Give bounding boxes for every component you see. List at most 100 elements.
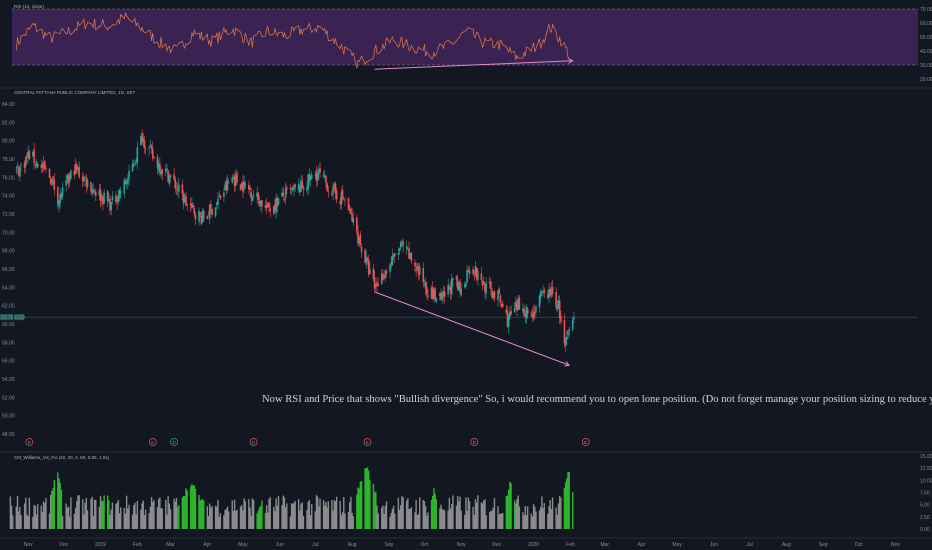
candle-body <box>234 174 237 186</box>
candle-body <box>173 174 175 180</box>
candle-body <box>514 303 517 308</box>
candle-body <box>442 290 445 296</box>
vixfix-bar <box>560 497 562 529</box>
time-axis-label: Mar <box>166 542 175 548</box>
vixfix-bar <box>84 502 86 529</box>
vixfix-bar <box>260 506 262 529</box>
last-price-value: 60.75 <box>1 315 14 321</box>
candle-body <box>240 183 243 190</box>
candle-body <box>347 198 350 210</box>
candle-body <box>550 288 553 295</box>
vixfix-bar <box>408 509 410 529</box>
candle-body <box>333 184 336 186</box>
vixfix-bar <box>12 515 14 529</box>
rsi-tick-label: 60.00 <box>920 21 932 27</box>
candle-body <box>374 284 377 287</box>
candle-body <box>391 255 394 266</box>
vixfix-bar <box>369 479 371 529</box>
candle-body <box>398 248 401 252</box>
candle-body <box>23 163 26 168</box>
vixfix-tick-label: 5.00 <box>920 503 930 509</box>
vixfix-bar <box>532 504 535 529</box>
candle-body <box>77 168 79 170</box>
candle-body <box>393 253 396 257</box>
candle-body <box>384 270 387 278</box>
price-tick-label: 82.00 <box>2 120 15 126</box>
vixfix-bar <box>526 506 529 529</box>
vixfix-bar <box>522 512 524 529</box>
candle-body <box>276 197 279 207</box>
price-tick-label: 74.00 <box>2 194 15 200</box>
candle-body <box>530 312 533 314</box>
candle-body <box>450 278 453 295</box>
vixfix-tick-label: 7.50 <box>920 491 930 497</box>
vixfix-bar <box>424 506 427 529</box>
candle-body <box>407 248 409 250</box>
vixfix-bar <box>252 499 255 529</box>
candle-body <box>223 192 225 198</box>
candle-body <box>159 163 161 173</box>
event-marker-label: E <box>151 440 154 445</box>
candle-body <box>542 290 544 292</box>
candle-body <box>206 216 209 220</box>
rsi-divergence-line <box>374 60 573 70</box>
vixfix-bar <box>93 499 96 529</box>
rsi-tick-label: 30.00 <box>920 63 932 69</box>
candle-body <box>314 175 317 176</box>
vixfix-bar <box>174 501 176 529</box>
candle-body <box>491 290 493 297</box>
candle-body <box>500 304 503 306</box>
vixfix-bar <box>385 501 388 529</box>
time-axis-label: May <box>238 542 248 548</box>
vixfix-bar <box>249 507 251 529</box>
candle-body <box>109 198 111 211</box>
vixfix-bar <box>19 506 21 529</box>
vixfix-bar <box>340 515 343 529</box>
candle-body <box>477 271 479 281</box>
candle-body <box>301 181 304 188</box>
rsi-title: RSI (14, close) <box>14 4 44 9</box>
candle-body <box>402 241 404 247</box>
vixfix-bar <box>525 514 528 529</box>
candle-body <box>267 202 269 206</box>
vixfix-bar <box>190 486 192 529</box>
candle-body <box>571 320 574 330</box>
candle-body <box>516 300 518 312</box>
vixfix-bar <box>27 516 29 529</box>
candle-body <box>252 194 255 196</box>
rsi-band <box>12 9 918 65</box>
vixfix-bar <box>484 499 486 529</box>
vixfix-bar <box>67 506 70 529</box>
vixfix-bar <box>20 515 22 529</box>
candle-body <box>257 193 260 200</box>
vixfix-bar <box>207 516 210 529</box>
vixfix-tick-label: 0.00 <box>920 527 930 533</box>
candle-body <box>340 192 343 205</box>
candle-body <box>73 170 76 176</box>
vixfix-bar <box>157 499 160 529</box>
vixfix-bar <box>251 498 254 529</box>
vixfix-bar <box>360 481 363 529</box>
vixfix-bar <box>468 501 471 529</box>
candle-body <box>176 189 179 191</box>
vixfix-bar <box>376 505 378 529</box>
candle-body <box>51 178 53 186</box>
rsi-panel: RSI (14, close) 70.00 60.00 50.00 40.00 30.0… <box>12 4 932 83</box>
vixfix-bar <box>58 478 60 529</box>
vixfix-bar <box>115 504 117 529</box>
vixfix-bar <box>226 506 229 529</box>
event-marker-label: E <box>473 440 476 445</box>
vixfix-bar <box>142 500 144 529</box>
vixfix-bar <box>568 471 570 529</box>
candle-body <box>356 217 358 231</box>
candle-body <box>327 190 330 192</box>
vixfix-bar <box>235 510 237 529</box>
candle-body <box>319 168 321 173</box>
candle-body <box>341 189 344 199</box>
candle-body <box>57 187 59 205</box>
candle-body <box>499 295 502 303</box>
vixfix-bar <box>343 496 345 529</box>
time-axis-label: Feb <box>566 542 575 548</box>
candle-body <box>297 183 300 190</box>
last-change-value: 0.50 <box>15 315 25 321</box>
